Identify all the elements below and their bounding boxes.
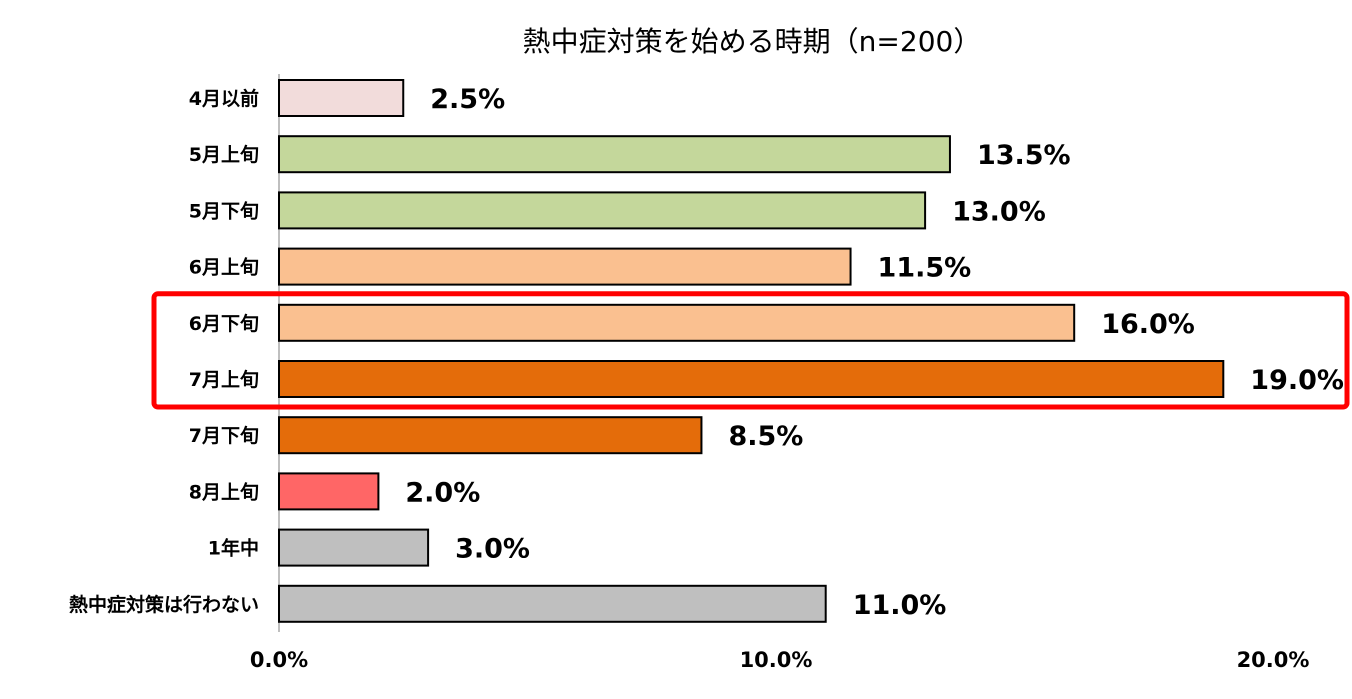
- bar: [278, 360, 1225, 398]
- category-label: 熱中症対策は行わない: [69, 593, 259, 616]
- x-axis-ticks: 0.0% 10.0% 20.0%: [250, 648, 1310, 672]
- category-label: 5月上旬: [189, 143, 259, 166]
- data-label: 11.5%: [878, 253, 972, 284]
- bars-layer: [278, 79, 1225, 623]
- data-label: 2.5%: [430, 84, 505, 115]
- category-label: 4月以前: [189, 87, 259, 110]
- data-label: 3.0%: [455, 534, 530, 565]
- data-label: 16.0%: [1101, 309, 1195, 340]
- x-tick-label: 0.0%: [250, 648, 308, 672]
- bar: [278, 472, 380, 511]
- data-label: 8.5%: [728, 421, 803, 452]
- category-label: 1年中: [208, 537, 259, 560]
- bar: [278, 247, 852, 286]
- data-label: 11.0%: [853, 590, 947, 621]
- data-label: 13.5%: [977, 140, 1071, 171]
- bar: [278, 79, 405, 117]
- bar: [278, 584, 827, 623]
- x-tick-label: 20.0%: [1237, 648, 1310, 672]
- bar: [278, 416, 703, 455]
- category-label: 5月下旬: [189, 199, 259, 222]
- x-tick-label: 10.0%: [740, 648, 813, 672]
- category-label: 6月下旬: [189, 312, 259, 335]
- bar: [278, 191, 927, 230]
- bar: [278, 303, 1076, 342]
- data-label: 19.0%: [1250, 365, 1344, 396]
- labels-layer: 4月以前 2.5% 5月上旬 13.5% 5月下旬 13.0% 6月上旬 11.5% 6月下旬 1…: [69, 84, 1344, 621]
- category-label: 8月上旬: [189, 480, 259, 503]
- category-label: 7月上旬: [189, 368, 259, 391]
- bar: [278, 135, 951, 174]
- category-label: 6月上旬: [189, 256, 259, 279]
- highlight-box: [151, 291, 1350, 410]
- bar: [278, 528, 430, 567]
- chart-title: 熱中症対策を始める時期（n=200）: [523, 25, 982, 58]
- data-label: 13.0%: [952, 196, 1046, 227]
- category-label: 7月下旬: [189, 424, 259, 447]
- data-label: 2.0%: [405, 477, 480, 508]
